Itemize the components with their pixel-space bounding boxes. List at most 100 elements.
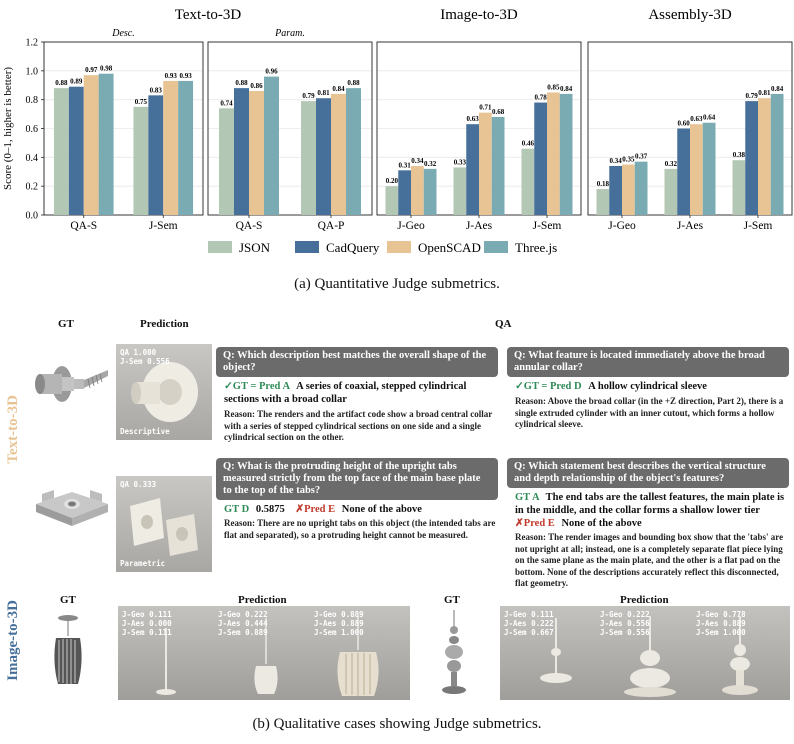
bar — [634, 161, 648, 215]
overlay-qa-score: QA 1.000 — [120, 348, 157, 357]
correct-mark: ✓GT = Pred D — [515, 381, 582, 392]
data-label: 0.18 — [597, 180, 610, 188]
data-label: 0.84 — [560, 85, 573, 93]
x-tick-label: QA-P — [318, 220, 345, 232]
reason-text: Reason: There are no upright tabs on thi… — [224, 518, 496, 540]
bar — [664, 168, 678, 215]
gt-answer-label: GT A — [515, 492, 540, 503]
prediction-column-header-row2a: Prediction — [238, 594, 287, 606]
bar — [622, 164, 635, 215]
data-label: 0.81 — [758, 89, 771, 97]
bar — [547, 92, 560, 215]
legend-swatch — [208, 241, 232, 253]
panel-subtitle: Desc. — [111, 28, 135, 39]
bar — [178, 80, 194, 215]
data-label: 0.38 — [733, 151, 746, 159]
data-label: 0.79 — [302, 92, 315, 100]
group-title: Assembly-3D — [648, 7, 731, 23]
data-label: 0.63 — [467, 115, 480, 123]
legend-swatch — [295, 241, 319, 253]
gt-render-stepped-shaft — [35, 366, 108, 402]
data-label: 0.79 — [746, 92, 759, 100]
bar — [264, 76, 279, 215]
bar — [466, 124, 479, 215]
data-label: 0.96 — [265, 68, 278, 76]
qa-block-2: Q: What feature is located immediately a… — [507, 347, 789, 431]
legend-swatch — [387, 241, 411, 253]
x-tick-label: J-Aes — [677, 220, 704, 232]
wrong-mark: ✗Pred E — [515, 518, 555, 529]
legend-label: Three.js — [515, 240, 557, 255]
x-tick-label: J-Sem — [533, 220, 562, 232]
bar — [702, 122, 716, 215]
gt-answer-text: 0.5875 — [255, 504, 285, 515]
gt-column-header-row2: GT — [60, 594, 76, 606]
qa-block-4: Q: Which statement best describes the ve… — [507, 458, 789, 590]
bar — [559, 93, 573, 215]
x-tick-label: J-Geo — [397, 220, 425, 232]
bar — [491, 116, 505, 215]
data-label: 0.84 — [332, 85, 345, 93]
data-label: 0.37 — [635, 153, 648, 161]
x-tick-label: J-Geo — [608, 220, 636, 232]
panel-subtitle: Param. — [274, 28, 305, 39]
pred-scores-2a: J-Geo 0.111 J-Aes 0.222 J-Sem 0.667 — [504, 610, 554, 637]
data-label: 0.34 — [610, 157, 623, 165]
overlay-jsem-score: J-Sem 0.556 — [120, 357, 170, 366]
reason-text: Reason: The render images and bounding b… — [515, 532, 784, 588]
x-tick-label: QA-S — [70, 220, 97, 232]
qa-block-1: Q: Which description best matches the ov… — [216, 347, 498, 444]
prediction-render-parametric: QA 0.333 Parametric — [116, 476, 212, 572]
render-tag-parametric: Parametric — [120, 559, 166, 568]
gt-column-header: GT — [58, 318, 74, 330]
bar — [234, 88, 249, 215]
data-label: 0.98 — [100, 65, 113, 73]
legend-swatch — [484, 241, 508, 253]
prediction-render-descriptive: QA 1.000 J-Sem 0.556 Descriptive — [116, 344, 212, 440]
data-label: 0.81 — [317, 89, 330, 97]
render-tag-descriptive: Descriptive — [120, 427, 170, 436]
row-label-image-to-3d: Image-to-3D — [5, 600, 21, 681]
panel-frame — [207, 41, 373, 216]
bar — [219, 108, 234, 215]
y-tick-label: 0.6 — [26, 124, 39, 135]
bar — [609, 165, 622, 215]
data-label: 0.93 — [179, 72, 192, 80]
legend-label: OpenSCAD — [418, 240, 481, 255]
gt-answer-label: GT D — [224, 504, 250, 515]
data-label: 0.88 — [347, 79, 360, 87]
y-tick-label: 0.0 — [26, 211, 39, 222]
gt-answer-text: The end tabs are the tallest features, t… — [515, 492, 785, 516]
data-label: 0.68 — [492, 108, 505, 116]
data-label: 0.35 — [622, 156, 635, 164]
answer-text: A hollow cylindrical sleeve — [588, 381, 707, 392]
bar — [385, 186, 399, 215]
data-label: 0.86 — [250, 82, 263, 90]
caption-a: (a) Quantitative Judge submetrics. — [294, 276, 500, 292]
bar — [758, 98, 771, 215]
bar — [316, 98, 331, 215]
bar — [331, 93, 346, 215]
legend-label: JSON — [239, 240, 271, 255]
bar — [732, 160, 746, 215]
data-label: 0.84 — [771, 85, 784, 93]
reason-text: Reason: Above the broad collar (in the +… — [515, 396, 784, 429]
prediction-column-header: Prediction — [140, 318, 189, 330]
bar — [133, 106, 149, 215]
data-label: 0.20 — [386, 177, 399, 185]
row-label-text-to-3d: Text-to-3D — [5, 395, 21, 464]
prediction-column-header-row2b: Prediction — [620, 594, 669, 606]
bar — [423, 168, 437, 215]
bar — [677, 128, 690, 215]
bar — [148, 95, 164, 215]
pred-answer-text: None of the above — [561, 518, 642, 529]
bar — [301, 101, 316, 215]
bar — [53, 88, 69, 215]
wrong-mark: ✗Pred E — [295, 504, 336, 515]
bar — [534, 102, 547, 215]
bar — [479, 112, 492, 215]
pred-scores-2c: J-Geo 0.778 J-Aes 0.889 J-Sem 1.000 — [696, 610, 746, 637]
prediction-strip-1: J-Geo 0.111 J-Aes 0.000 J-Sem 0.111 J-Ge… — [118, 606, 410, 700]
bar — [411, 165, 424, 215]
bar — [163, 80, 179, 215]
